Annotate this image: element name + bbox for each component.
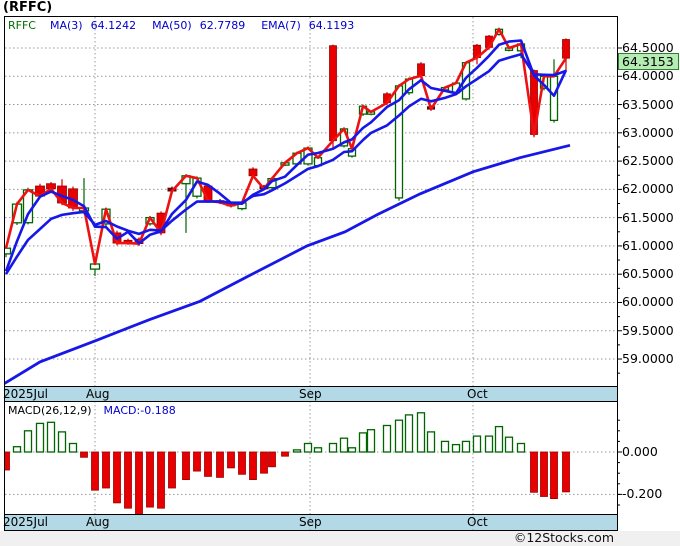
price-axis-label: 62.5000 — [622, 153, 674, 169]
watermark: ©12Stocks.com — [513, 530, 614, 545]
price-axis-label: 64.0000 — [622, 68, 674, 84]
price-axis-label: 64.5000 — [622, 40, 674, 55]
page-title: (RFFC) — [3, 0, 53, 15]
price-axis-label: 61.5000 — [622, 209, 674, 225]
price-legend: RFFC MA(3) 64.1242 MA(50) 62.7789 EMA(7) 64.11… — [8, 19, 370, 32]
month-label: Sep — [299, 515, 322, 529]
price-axis-label: 61.0000 — [622, 237, 674, 253]
macd-axis-label: -0.200 — [622, 486, 663, 502]
price-axis-label: 63.5000 — [622, 96, 674, 112]
price-date-axis-band: 2025Jul Aug Sep Oct — [0, 387, 618, 402]
month-label: Aug — [86, 387, 110, 401]
footer-strip — [0, 531, 680, 546]
price-axis-label: 59.0000 — [622, 351, 674, 367]
month-label: 2025Jul — [3, 515, 49, 529]
macd-legend: MACD(26,12,9) MACD:-0.188 — [8, 404, 176, 417]
price-axis-label: 59.5000 — [622, 322, 674, 338]
price-axis-label: 62.0000 — [622, 181, 674, 197]
price-axis-label: 63.0000 — [622, 124, 674, 140]
price-axis-label: 60.0000 — [622, 294, 674, 310]
ma50-label: MA(50) — [152, 19, 192, 32]
price-axis-label: 60.5000 — [622, 266, 674, 282]
macd-date-axis-band: 2025Jul Aug Sep Oct — [0, 515, 618, 530]
month-label: Oct — [467, 387, 488, 401]
macd-params-label: MACD(26,12,9) — [8, 404, 92, 417]
month-label: Oct — [467, 515, 488, 529]
ma3-label: MA(3) — [49, 19, 83, 32]
ticker-symbol: RFFC — [8, 19, 36, 32]
ema7-value: 64.1193 — [308, 19, 355, 32]
current-price-badge: 64.3153 — [618, 52, 679, 70]
ma50-value: 62.7789 — [199, 19, 246, 32]
macd-axis-label: 0.000 — [622, 444, 658, 459]
macd-current-value: MACD:-0.188 — [103, 404, 176, 417]
month-label: Sep — [299, 387, 322, 401]
month-label: Aug — [86, 515, 110, 529]
ma3-value: 64.1242 — [90, 19, 137, 32]
month-label: 2025Jul — [3, 387, 49, 401]
ema7-label: EMA(7) — [261, 19, 301, 32]
